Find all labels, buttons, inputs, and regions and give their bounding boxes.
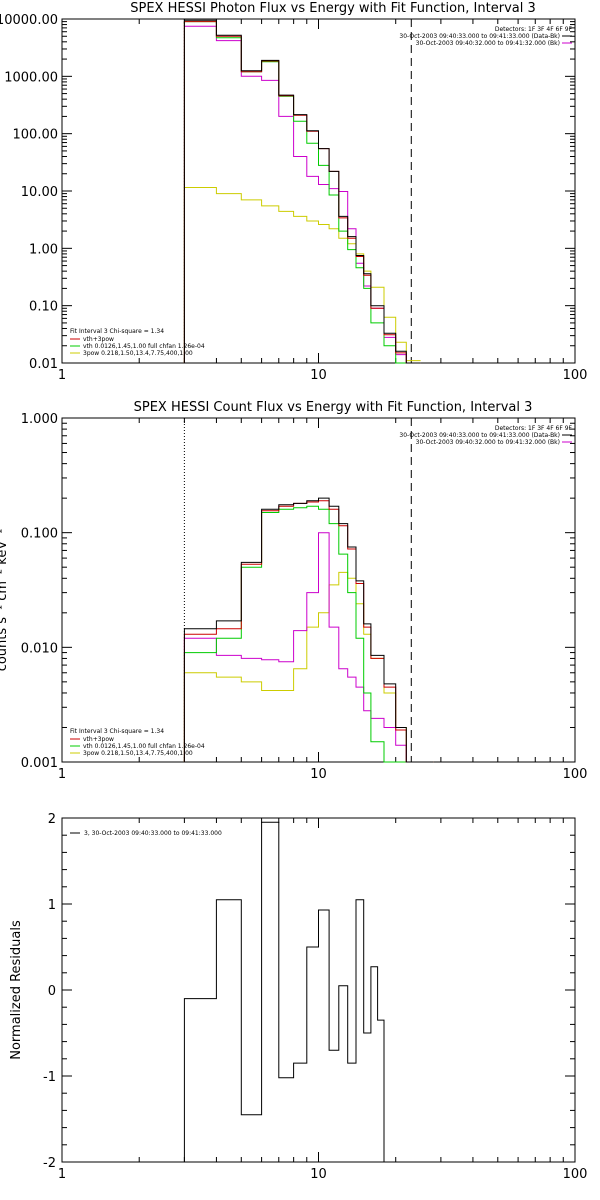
- residuals-panel: Normalized Residuals 1 10 100 -2 -1 0 1 2 3, 30…: [9, 812, 587, 1182]
- count-series-vth-3pow: [183, 500, 434, 763]
- photon-ytick-label: 100.00: [13, 128, 59, 143]
- photon-ytick-label: 0.01: [29, 357, 58, 372]
- photon-fit-total: vth+3pow: [83, 336, 114, 343]
- photon-ytick-label: 1.00: [29, 242, 58, 257]
- residual-ytick-label: -2: [43, 1156, 56, 1171]
- photon-ytick-label: 10000.00: [0, 13, 58, 28]
- residual-ytick-label: 1: [48, 898, 56, 913]
- residuals-ylabel: Normalized Residuals: [9, 920, 24, 1060]
- photon-series-data: [183, 19, 421, 364]
- residual-ytick-label: 0: [48, 984, 56, 999]
- count-xtick-label: 1: [58, 767, 66, 782]
- count-flux-ylabel: counts s⁻¹ cm⁻² keV⁻¹: [0, 529, 10, 672]
- count-info-bk-interval: 30-Oct-2003 09:40:32.000 to 09:41:32.000…: [416, 439, 560, 446]
- residual-xtick-label: 10: [310, 1167, 327, 1182]
- residual-series-3-30-oct-2003-09-40-33-000-to-09-41-33-000: [183, 821, 416, 1163]
- photon-fit-chisq: Fit Interval 3 Chi-square = 1.34: [70, 328, 164, 335]
- photon-xtick-label: 1: [58, 368, 66, 383]
- count-fit-chisq: Fit Interval 3 Chi-square = 1.34: [70, 728, 164, 735]
- photon-fit-3pow: 3pow 0.218,1.50,13.4,7.75,400,1.00: [83, 350, 193, 357]
- photon-flux-info: Detectors: 1F 3F 4F 6F 9F 30-Oct-2003 09…: [399, 26, 572, 47]
- photon-series-3pow: [183, 25, 421, 364]
- count-ytick-label: 0.100: [21, 527, 58, 542]
- count-flux-title: SPEX HESSI Count Flux vs Energy with Fit…: [134, 400, 533, 415]
- photon-xtick-label: 10: [310, 368, 327, 383]
- count-flux-panel: SPEX HESSI Count Flux vs Energy with Fit…: [0, 400, 587, 782]
- photon-info-bk-interval: 30-Oct-2003 09:40:32.000 to 09:41:32.000…: [416, 40, 560, 47]
- residual-xtick-label: 1: [58, 1167, 66, 1182]
- count-info-detectors: Detectors: 1F 3F 4F 6F 9F: [495, 425, 573, 432]
- count-info-data-interval: 30-Oct-2003 09:40:33.000 to 09:41:33.000…: [399, 432, 560, 439]
- photon-series-series-0: [183, 187, 421, 363]
- photon-flux-marks: 1 10 100 0.01 0.10 1.00 10.00 100.00 1000.00 1000…: [0, 13, 587, 383]
- residual-ytick-label: 2: [48, 812, 56, 827]
- count-fit-3pow: 3pow 0.218,1.50,13.4,7.75,400,1.00: [83, 750, 193, 757]
- count-flux-info: Detectors: 1F 3F 4F 6F 9F 30-Oct-2003 09…: [399, 425, 572, 446]
- residual-xtick-label: 100: [563, 1167, 588, 1182]
- count-series-3pow: [183, 532, 434, 763]
- count-ytick-label: 0.001: [21, 756, 58, 771]
- count-flux-marks: 1 10 100 0.001 0.010 0.100 1.000: [21, 412, 588, 782]
- photon-xtick-label: 100: [563, 368, 588, 383]
- photon-ytick-label: 0.10: [29, 300, 58, 315]
- count-series-data: [183, 497, 434, 763]
- count-series-series-0: [183, 571, 434, 763]
- residuals-legend-label: 3, 30-Oct-2003 09:40:33.000 to 09:41:33.…: [84, 830, 222, 837]
- residual-ytick-label: -1: [43, 1070, 56, 1085]
- count-fit-total: vth+3pow: [83, 736, 114, 743]
- count-fit-vth: vth 0.0126,1.45,1.00 full chfan 1.26e-04: [83, 743, 205, 750]
- photon-series-vth: [183, 21, 421, 364]
- count-ytick-label: 1.000: [21, 412, 58, 427]
- photon-flux-plot-frame: [61, 18, 576, 364]
- count-fit-legend: Fit Interval 3 Chi-square = 1.34 vth+3po…: [70, 728, 205, 757]
- count-xtick-label: 10: [310, 767, 327, 782]
- photon-flux-panel: SPEX HESSI Photon Flux vs Energy with Fi…: [0, 1, 587, 383]
- photon-ytick-label: 1000.00: [4, 70, 58, 85]
- count-ytick-label: 0.010: [21, 641, 58, 656]
- photon-info-data-interval: 30-Oct-2003 09:40:33.000 to 09:41:33.000…: [399, 33, 560, 40]
- photon-series-vth-3pow: [183, 21, 421, 364]
- count-series-vth: [183, 505, 434, 763]
- residuals-marks: 1 10 100 -2 -1 0 1 2: [43, 812, 587, 1182]
- photon-fit-legend: Fit Interval 3 Chi-square = 1.34 vth+3po…: [70, 328, 205, 357]
- photon-flux-title: SPEX HESSI Photon Flux vs Energy with Fi…: [130, 1, 536, 16]
- count-xtick-label: 100: [563, 767, 588, 782]
- photon-info-detectors: Detectors: 1F 3F 4F 6F 9F: [495, 26, 573, 33]
- residuals-plot-frame: [61, 817, 576, 1163]
- photon-fit-vth: vth 0.0126,1.45,1.00 full chfan 1.26e-04: [83, 343, 205, 350]
- photon-ytick-label: 10.00: [21, 185, 58, 200]
